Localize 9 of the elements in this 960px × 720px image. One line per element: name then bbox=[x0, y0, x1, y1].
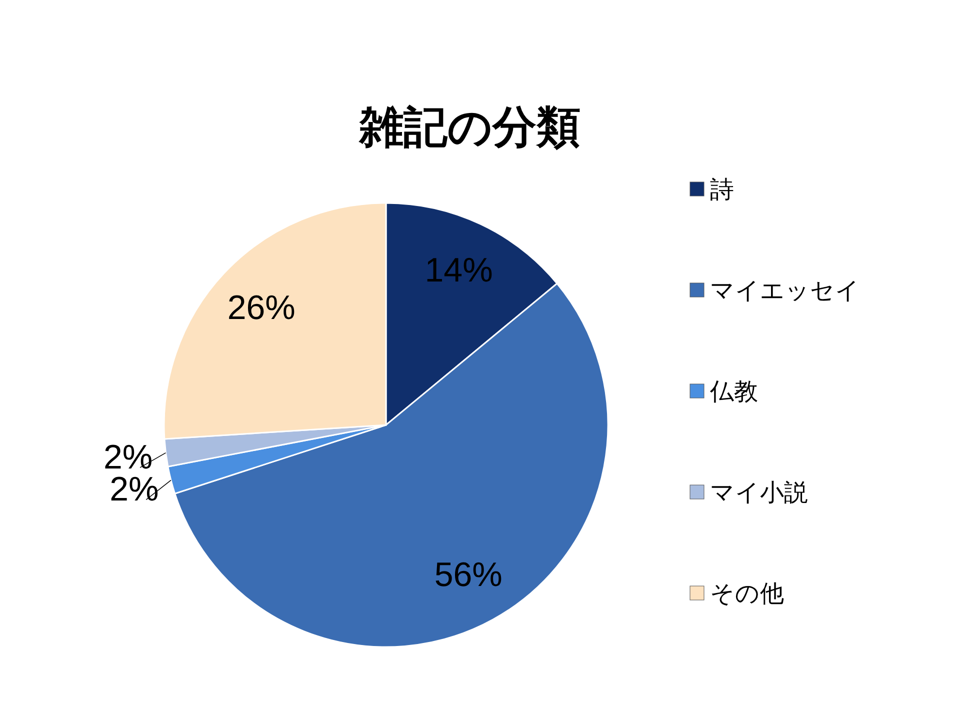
legend-label: 仏教 bbox=[709, 378, 758, 406]
data-label: 14% bbox=[424, 251, 493, 290]
data-label: 56% bbox=[434, 556, 502, 594]
legend-label: 詩 bbox=[710, 176, 734, 204]
legend-label: その他 bbox=[710, 580, 784, 608]
legend-label: マイ小説 bbox=[710, 480, 808, 506]
chart-title: 雑記の分類 bbox=[358, 103, 580, 152]
data-label: 26% bbox=[227, 288, 296, 327]
legend-label: マイエッセイ bbox=[710, 278, 860, 304]
